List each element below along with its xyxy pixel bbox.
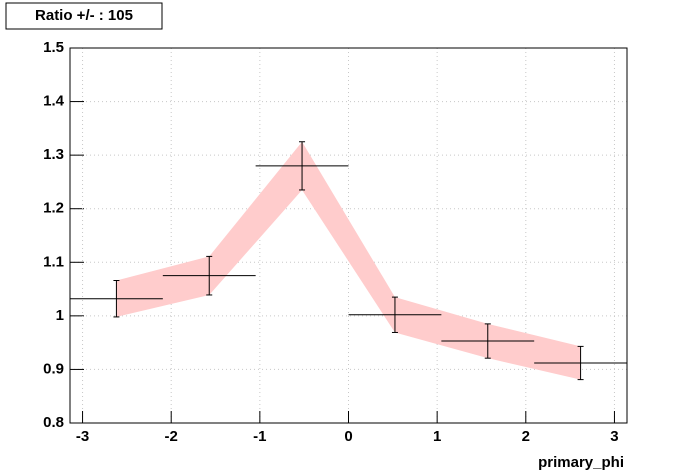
chart-title: Ratio +/- : 105 (35, 7, 133, 24)
plot-frame (69, 47, 628, 424)
y-tick-label: 0.9 (43, 360, 64, 377)
x-tick-label: -2 (165, 428, 178, 445)
x-tick-label: 1 (433, 428, 441, 445)
x-tick-label: 0 (344, 428, 352, 445)
x-tick-label: 3 (610, 428, 618, 445)
y-tick-label: 1.4 (43, 93, 65, 110)
title-box (5, 2, 163, 30)
y-tick-label: 1.3 (43, 146, 64, 163)
x-tick-label: 2 (522, 428, 530, 445)
x-tick-label: -1 (253, 428, 266, 445)
y-tick-label: 1 (56, 307, 64, 324)
y-tick-label: 1.1 (43, 253, 64, 270)
y-tick-label: 1.2 (43, 200, 64, 217)
y-tick-label: 0.8 (43, 414, 64, 431)
x-tick-label: -3 (76, 428, 89, 445)
error-band (116, 141, 581, 380)
y-tick-label: 1.5 (43, 39, 64, 56)
x-axis-label: primary_phi (538, 454, 624, 471)
